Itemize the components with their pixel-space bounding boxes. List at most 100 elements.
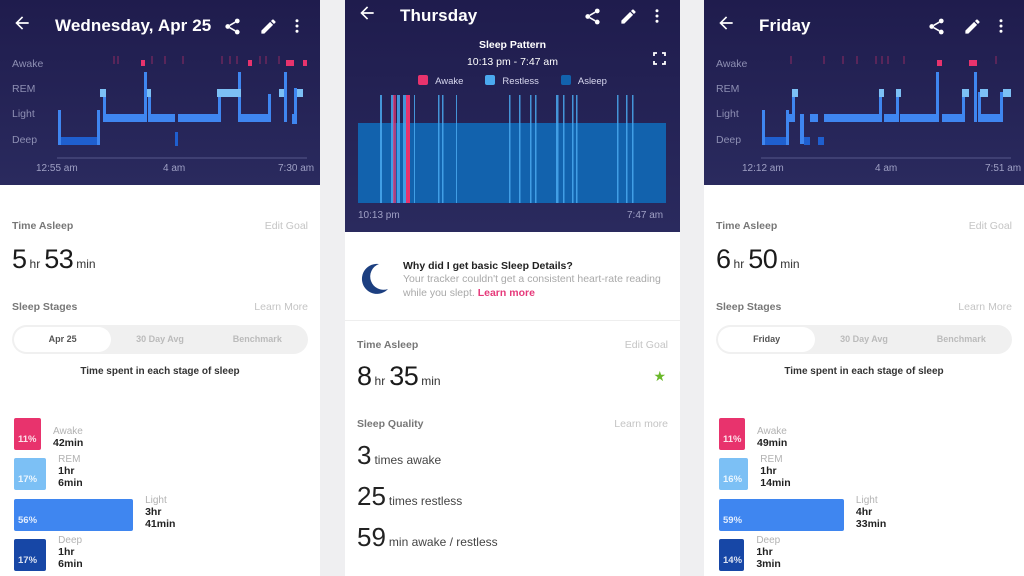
quality-times-restless: 25 times restless bbox=[357, 481, 463, 511]
stages-caption: Time spent in each stage of sleep bbox=[80, 366, 240, 377]
content: Time Asleep Edit Goal 8 hr 35 min ★ Sleep Q… bbox=[345, 339, 680, 553]
legend-asleep: Asleep bbox=[560, 75, 607, 87]
learn-more-link[interactable]: Learn more bbox=[614, 418, 668, 430]
sleep-stage-hypnogram: Awake REM Light Deep bbox=[0, 52, 320, 185]
stage-light: 56% Light 3hr 41min bbox=[14, 495, 189, 531]
stages-caption: Time spent in each stage of sleep bbox=[784, 366, 944, 377]
x-label-start: 12:12 am bbox=[742, 163, 784, 174]
sleep-quality-header: Sleep Quality Learn more bbox=[357, 418, 668, 430]
screen-friday: Friday Awake REM Light Deep bbox=[704, 0, 1024, 576]
x-label-end: 7:30 am bbox=[278, 163, 315, 174]
tab-30-day-avg[interactable]: 30 Day Avg bbox=[136, 334, 184, 344]
x-label-mid: 4 am bbox=[163, 163, 186, 174]
top-bar: Friday bbox=[704, 0, 1024, 52]
time-asleep-label: Time Asleep bbox=[716, 220, 778, 232]
sleep-pattern-header: Sleep Pattern 10:13 pm - 7:47 am Awake R… bbox=[345, 39, 680, 87]
more-vert-icon[interactable] bbox=[286, 17, 308, 35]
tab-apr-25[interactable]: Apr 25 bbox=[14, 327, 112, 352]
sleep-stage-hypnogram: Awake REM Light Deep bbox=[704, 52, 1024, 185]
x-label-mid: 4 am bbox=[875, 163, 898, 174]
header: Thursday Sleep Pattern 10:13 pm - 7:47 a… bbox=[345, 0, 680, 232]
learn-more-link[interactable]: Learn More bbox=[958, 301, 1012, 313]
edit-goal-link[interactable]: Edit Goal bbox=[264, 220, 308, 232]
time-asleep-value: 6 hr 50 min bbox=[716, 244, 800, 274]
y-label-rem: REM bbox=[12, 83, 36, 95]
hypnogram-plot bbox=[57, 56, 307, 159]
x-label-start: 10:13 pm bbox=[358, 210, 400, 221]
stage-period-toggle: Friday 30 Day Avg Benchmark bbox=[716, 325, 1012, 354]
basic-sleep-info-card: Why did I get basic Sleep Details? Your … bbox=[345, 232, 680, 321]
time-asleep-header: Time Asleep Edit Goal bbox=[357, 339, 668, 351]
back-arrow-icon[interactable] bbox=[357, 3, 379, 29]
quality-min-awake-restless: 59 min awake / restless bbox=[357, 522, 498, 552]
sleep-pattern-range: 10:13 pm - 7:47 am bbox=[466, 56, 559, 68]
sleep-stages-header: Sleep Stages Learn More bbox=[12, 301, 308, 313]
quality-times-awake: 3 times awake bbox=[357, 440, 442, 470]
tab-friday[interactable]: Friday bbox=[718, 327, 816, 352]
sleep-pattern-chart bbox=[358, 95, 666, 203]
share-icon[interactable] bbox=[574, 7, 610, 26]
edit-goal-link[interactable]: Edit Goal bbox=[968, 220, 1012, 232]
x-label-start: 12:55 am bbox=[36, 163, 78, 174]
legend-restless: Restless bbox=[485, 75, 539, 87]
back-arrow-icon[interactable] bbox=[12, 13, 34, 39]
sleep-stages-label: Sleep Stages bbox=[716, 301, 782, 313]
chart-legend: Awake Restless Asleep bbox=[345, 75, 680, 87]
header: Friday Awake REM Light Deep bbox=[704, 0, 1024, 185]
top-bar: Thursday bbox=[345, 0, 680, 32]
screen-wednesday: Wednesday, Apr 25 Awake REM Light Deep bbox=[0, 0, 320, 576]
sleep-quality-label: Sleep Quality bbox=[357, 418, 424, 430]
stage-rem: 17% REM 1hr 6min bbox=[14, 454, 92, 490]
x-label-end: 7:51 am bbox=[985, 163, 1022, 174]
stage-deep: 14% Deep 1hr 3min bbox=[719, 535, 789, 571]
edit-pencil-icon[interactable] bbox=[954, 17, 990, 36]
back-arrow-icon[interactable] bbox=[716, 13, 738, 39]
tab-benchmark[interactable]: Benchmark bbox=[232, 334, 282, 344]
content: Time Asleep Edit Goal 5 hr 53 min Sleep Sta… bbox=[0, 220, 320, 377]
share-icon[interactable] bbox=[918, 17, 954, 36]
y-label-light: Light bbox=[12, 108, 35, 120]
stage-rem: 16% REM 1hr 14min bbox=[719, 454, 798, 490]
y-label-deep: Deep bbox=[716, 134, 742, 146]
time-asleep-value: 8 hr 35 min ★ bbox=[357, 361, 666, 391]
stage-light: 59% Light 4hr 33min bbox=[719, 495, 900, 531]
time-asleep-label: Time Asleep bbox=[357, 339, 419, 351]
y-label-rem: REM bbox=[716, 83, 740, 95]
content: Time Asleep Edit Goal 6 hr 50 min Sleep Sta… bbox=[704, 220, 1024, 377]
y-label-deep: Deep bbox=[12, 134, 38, 146]
sleep-pattern-title: Sleep Pattern bbox=[478, 39, 547, 51]
time-asleep-value: 5 hr 53 min bbox=[12, 244, 96, 274]
page-title: Wednesday, Apr 25 bbox=[55, 16, 212, 35]
tab-benchmark[interactable]: Benchmark bbox=[936, 334, 986, 344]
fullscreen-icon[interactable] bbox=[653, 52, 666, 70]
tab-30-day-avg[interactable]: 30 Day Avg bbox=[840, 334, 888, 344]
page-title: Friday bbox=[759, 16, 811, 35]
time-asleep-label: Time Asleep bbox=[12, 220, 74, 232]
edit-goal-link[interactable]: Edit Goal bbox=[624, 339, 668, 351]
top-bar: Wednesday, Apr 25 bbox=[0, 0, 320, 52]
info-question: Why did I get basic Sleep Details? bbox=[403, 260, 573, 272]
screen-thursday: Thursday Sleep Pattern 10:13 pm - 7:47 a… bbox=[345, 0, 680, 576]
hypnogram-plot bbox=[761, 56, 1011, 159]
edit-pencil-icon[interactable] bbox=[610, 7, 646, 26]
stage-deep: 17% Deep 1hr 6min bbox=[14, 535, 92, 571]
legend-awake: Awake bbox=[418, 75, 463, 87]
share-icon[interactable] bbox=[214, 17, 250, 36]
header: Wednesday, Apr 25 Awake REM Light Deep bbox=[0, 0, 320, 185]
learn-more-link[interactable]: Learn more bbox=[477, 287, 535, 299]
learn-more-link[interactable]: Learn More bbox=[254, 301, 308, 313]
stage-awake: 11% Awake 42min bbox=[14, 418, 83, 450]
stage-awake: 11% Awake 49min bbox=[719, 418, 787, 450]
info-body: Your tracker couldn't get a consistent h… bbox=[403, 273, 661, 299]
star-icon: ★ bbox=[653, 368, 666, 384]
y-label-light: Light bbox=[716, 108, 739, 120]
page-title: Thursday bbox=[400, 6, 478, 25]
sleep-stages-label: Sleep Stages bbox=[12, 301, 78, 313]
more-vert-icon[interactable] bbox=[646, 7, 668, 25]
edit-pencil-icon[interactable] bbox=[250, 17, 286, 36]
y-label-awake: Awake bbox=[716, 58, 748, 70]
sleep-stages-header: Sleep Stages Learn More bbox=[716, 301, 1012, 313]
moon-icon bbox=[359, 262, 389, 300]
time-asleep-header: Time Asleep Edit Goal bbox=[12, 220, 308, 232]
more-vert-icon[interactable] bbox=[990, 17, 1012, 35]
